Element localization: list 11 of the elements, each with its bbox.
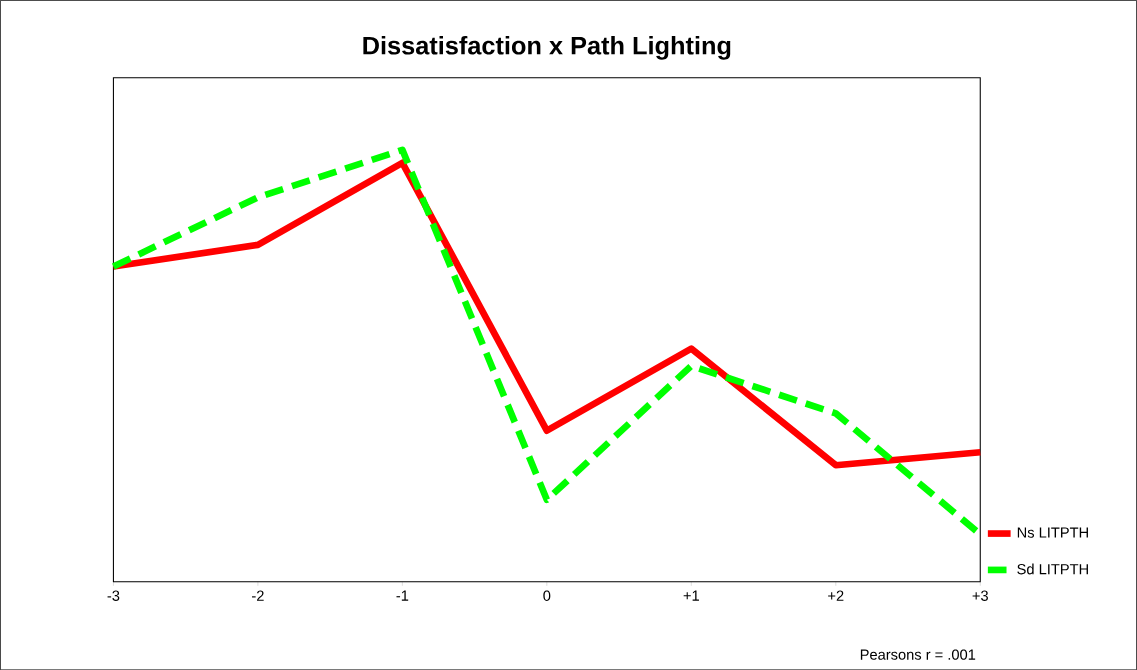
x-tick-label: +2 [828,590,844,601]
x-tick-label: 0 [543,590,551,601]
x-tick-label: -3 [107,590,120,601]
x-tick-label: +3 [972,590,988,601]
x-tick-label: -2 [252,590,264,601]
text: Pearsons r = .001 [860,649,976,660]
legend-label: Sd LITPTH [1017,563,1088,575]
legend-label: Ns LITPTH [1017,527,1088,538]
x-tick-label: +1 [683,590,699,601]
x-tick-label: -1 [396,590,409,601]
chart-title: Dissatisfaction x Path Lighting [363,35,731,60]
